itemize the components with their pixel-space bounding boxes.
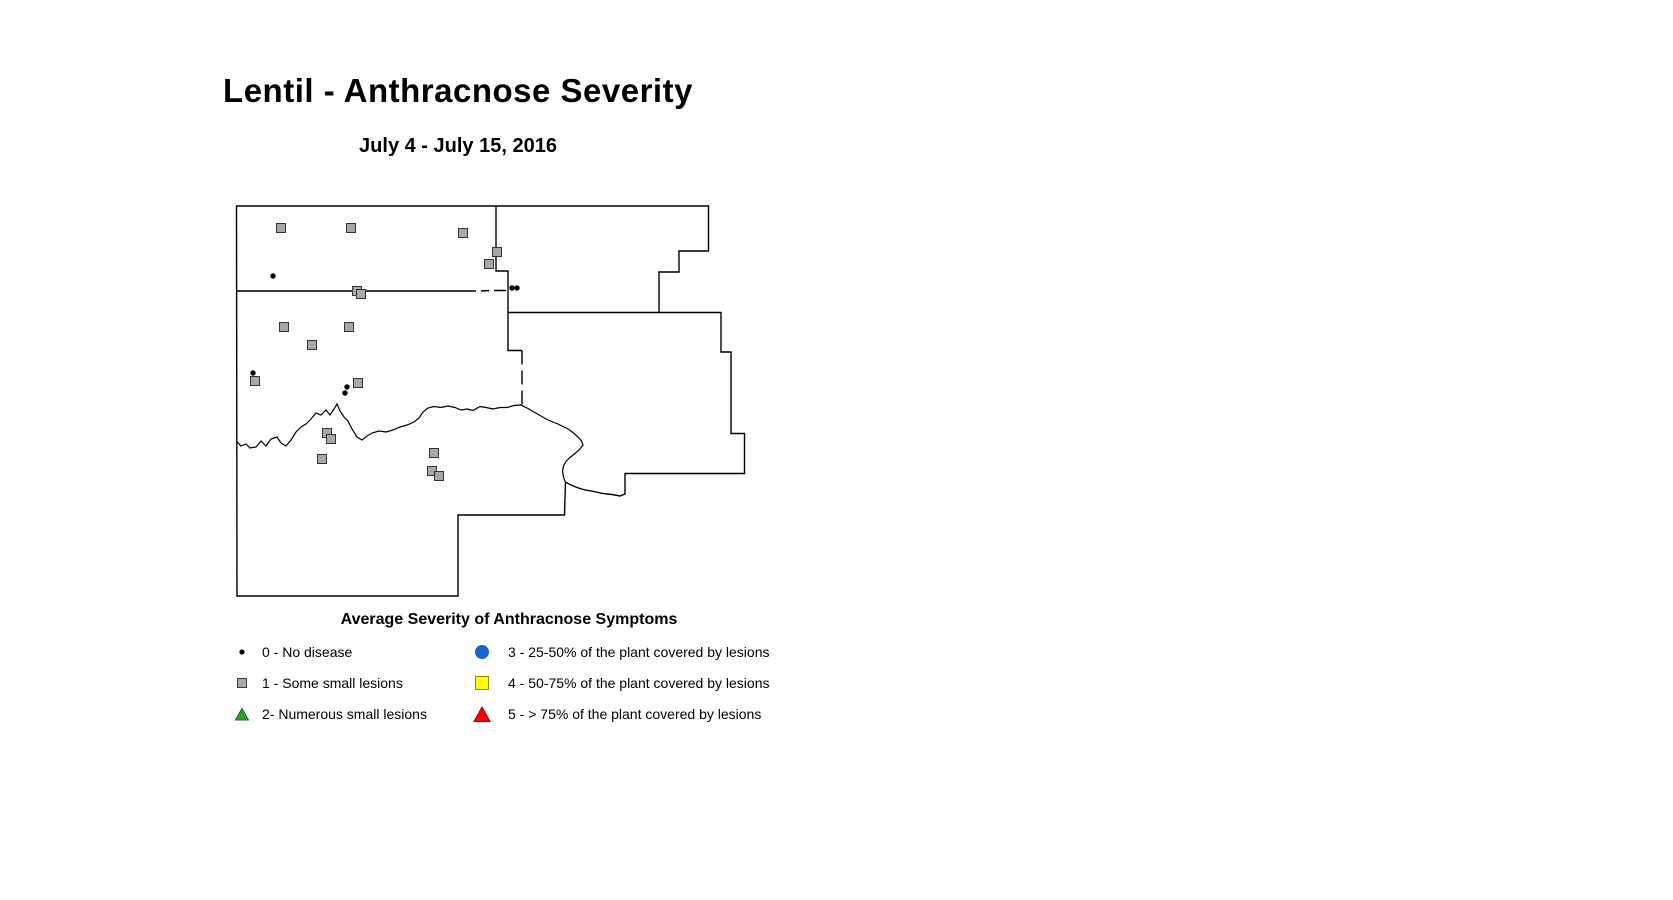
- severity-4-square-icon: [475, 676, 489, 690]
- legend-item-label: 1 - Some small lesions: [262, 675, 403, 691]
- map-outer-boundary: [235, 205, 746, 597]
- marker-severity-1: [326, 434, 336, 444]
- marker-severity-1: [458, 228, 468, 238]
- marker-severity-0: [509, 285, 515, 291]
- marker-severity-1: [356, 289, 366, 299]
- severity-map: [235, 205, 746, 597]
- severity-0-dot-icon: [239, 649, 245, 655]
- marker-severity-1: [317, 454, 327, 464]
- legend-item-severity-1: 1 - Some small lesions: [233, 674, 403, 692]
- marker-severity-0: [344, 384, 350, 390]
- marker-severity-1: [429, 448, 439, 458]
- legend-item-severity-4: 4 - 50-75% of the plant covered by lesio…: [473, 674, 770, 692]
- marker-severity-0: [514, 285, 520, 291]
- marker-severity-1: [434, 471, 444, 481]
- marker-severity-0: [270, 273, 276, 279]
- figure-title: Lentil - Anthracnose Severity: [223, 72, 693, 109]
- river-boundary: [236, 402, 584, 482]
- legend-item-severity-3: 3 - 25-50% of the plant covered by lesio…: [473, 643, 770, 661]
- marker-severity-1: [344, 322, 354, 332]
- legend-item-severity-2: 2- Numerous small lesions: [233, 705, 427, 723]
- legend-item-label: 5 - > 75% of the plant covered by lesion…: [508, 706, 762, 722]
- legend-heading: Average Severity of Anthracnose Symptoms: [340, 611, 678, 628]
- marker-severity-1: [279, 322, 289, 332]
- legend-item-label: 4 - 50-75% of the plant covered by lesio…: [508, 675, 770, 691]
- marker-severity-0: [250, 370, 256, 376]
- marker-severity-1: [484, 259, 494, 269]
- marker-severity-1: [276, 223, 286, 233]
- marker-severity-1: [250, 376, 260, 386]
- legend-item-label: 0 - No disease: [262, 644, 353, 660]
- severity-3-circle-icon: [475, 645, 489, 659]
- severity-2-triangle-icon: [234, 707, 250, 721]
- severity-5-triangle-icon: [473, 705, 491, 722]
- legend-item-severity-5: 5 - > 75% of the plant covered by lesion…: [473, 705, 761, 723]
- marker-severity-1: [353, 378, 363, 388]
- map-divider-vertical: [495, 206, 522, 352]
- severity-1-square-icon: [237, 678, 247, 688]
- marker-severity-1: [346, 223, 356, 233]
- marker-severity-1: [492, 247, 502, 257]
- marker-severity-0: [342, 390, 348, 396]
- marker-severity-1: [307, 340, 317, 350]
- legend-item-severity-0: 0 - No disease: [233, 643, 352, 661]
- legend-item-label: 3 - 25-50% of the plant covered by lesio…: [508, 644, 770, 660]
- legend-item-label: 2- Numerous small lesions: [262, 706, 427, 722]
- map-divider-northwest: [236, 289, 506, 292]
- figure-subtitle: July 4 - July 15, 2016: [359, 135, 557, 157]
- map-markers: [250, 223, 520, 481]
